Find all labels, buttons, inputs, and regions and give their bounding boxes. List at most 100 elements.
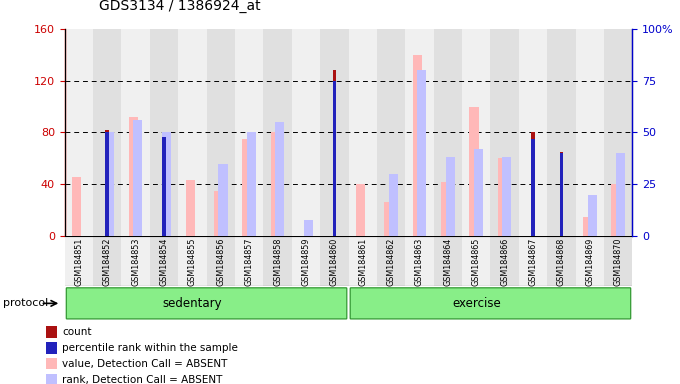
- Bar: [235, 236, 263, 286]
- Bar: [163, 156, 166, 236]
- Bar: [519, 29, 547, 236]
- Bar: [121, 29, 150, 236]
- Bar: [247, 132, 256, 236]
- Bar: [304, 220, 313, 236]
- Bar: [547, 236, 575, 286]
- Bar: [105, 132, 114, 236]
- Text: GSM184870: GSM184870: [614, 238, 623, 286]
- Bar: [72, 177, 81, 236]
- Bar: [405, 236, 434, 286]
- Bar: [490, 29, 519, 236]
- Text: GSM184867: GSM184867: [528, 238, 537, 286]
- Bar: [178, 29, 207, 236]
- Bar: [531, 132, 534, 236]
- Bar: [271, 132, 279, 236]
- Bar: [186, 180, 194, 236]
- Bar: [65, 29, 93, 236]
- Text: GSM184862: GSM184862: [387, 238, 396, 286]
- Bar: [348, 236, 377, 286]
- Bar: [150, 236, 178, 286]
- Bar: [434, 236, 462, 286]
- FancyBboxPatch shape: [350, 288, 630, 319]
- Bar: [65, 236, 93, 286]
- Text: GSM184860: GSM184860: [330, 238, 339, 286]
- Bar: [498, 158, 507, 236]
- Bar: [263, 29, 292, 236]
- Bar: [348, 29, 377, 236]
- Bar: [150, 29, 178, 236]
- Bar: [242, 139, 252, 236]
- Bar: [490, 236, 519, 286]
- Text: GSM184868: GSM184868: [557, 238, 566, 286]
- Bar: [588, 195, 596, 236]
- Bar: [519, 236, 547, 286]
- Text: GSM184866: GSM184866: [500, 238, 509, 286]
- Text: GSM184864: GSM184864: [443, 238, 452, 286]
- Bar: [292, 236, 320, 286]
- Bar: [46, 374, 57, 384]
- Text: GSM184853: GSM184853: [131, 238, 140, 286]
- Bar: [560, 152, 563, 236]
- Bar: [46, 342, 57, 354]
- Text: GDS3134 / 1386924_at: GDS3134 / 1386924_at: [99, 0, 260, 13]
- Bar: [531, 139, 534, 236]
- Text: GSM184863: GSM184863: [415, 238, 424, 286]
- Bar: [575, 29, 604, 236]
- Bar: [547, 29, 575, 236]
- Bar: [583, 217, 592, 236]
- Bar: [389, 174, 398, 236]
- Bar: [462, 236, 490, 286]
- Text: GSM184869: GSM184869: [585, 238, 594, 286]
- Bar: [434, 29, 462, 236]
- Bar: [178, 236, 207, 286]
- Bar: [333, 70, 336, 236]
- Bar: [218, 164, 228, 236]
- Bar: [474, 149, 483, 236]
- Bar: [214, 191, 223, 236]
- Bar: [207, 236, 235, 286]
- Text: GSM184854: GSM184854: [160, 238, 169, 286]
- Bar: [129, 117, 138, 236]
- Bar: [445, 157, 455, 236]
- Bar: [604, 236, 632, 286]
- Bar: [207, 29, 235, 236]
- Bar: [105, 130, 109, 236]
- Text: GSM184858: GSM184858: [273, 238, 282, 286]
- Text: GSM184852: GSM184852: [103, 238, 112, 286]
- Bar: [46, 358, 57, 369]
- Bar: [333, 81, 336, 236]
- Text: protocol: protocol: [3, 298, 49, 308]
- Bar: [405, 29, 434, 236]
- Text: GSM184857: GSM184857: [245, 238, 254, 286]
- FancyBboxPatch shape: [67, 288, 347, 319]
- Text: GSM184865: GSM184865: [472, 238, 481, 286]
- Bar: [46, 326, 57, 338]
- Bar: [418, 70, 426, 236]
- Text: GSM184861: GSM184861: [358, 238, 367, 286]
- Bar: [320, 236, 348, 286]
- Bar: [604, 29, 632, 236]
- Text: GSM184855: GSM184855: [188, 238, 197, 286]
- Bar: [377, 236, 405, 286]
- Bar: [121, 236, 150, 286]
- Bar: [560, 153, 563, 236]
- Text: rank, Detection Call = ABSENT: rank, Detection Call = ABSENT: [62, 374, 222, 384]
- Bar: [93, 236, 121, 286]
- Text: GSM184859: GSM184859: [301, 238, 310, 286]
- Bar: [575, 236, 604, 286]
- Bar: [133, 120, 142, 236]
- Text: percentile rank within the sample: percentile rank within the sample: [62, 343, 238, 353]
- Bar: [611, 184, 620, 236]
- Bar: [275, 122, 284, 236]
- Bar: [503, 157, 511, 236]
- Bar: [235, 29, 263, 236]
- Text: exercise: exercise: [452, 297, 500, 310]
- Bar: [377, 29, 405, 236]
- Text: GSM184856: GSM184856: [216, 238, 225, 286]
- Bar: [105, 132, 109, 236]
- Bar: [616, 153, 625, 236]
- Bar: [441, 182, 450, 236]
- Text: GSM184851: GSM184851: [74, 238, 83, 286]
- Bar: [462, 29, 490, 236]
- Bar: [162, 132, 171, 236]
